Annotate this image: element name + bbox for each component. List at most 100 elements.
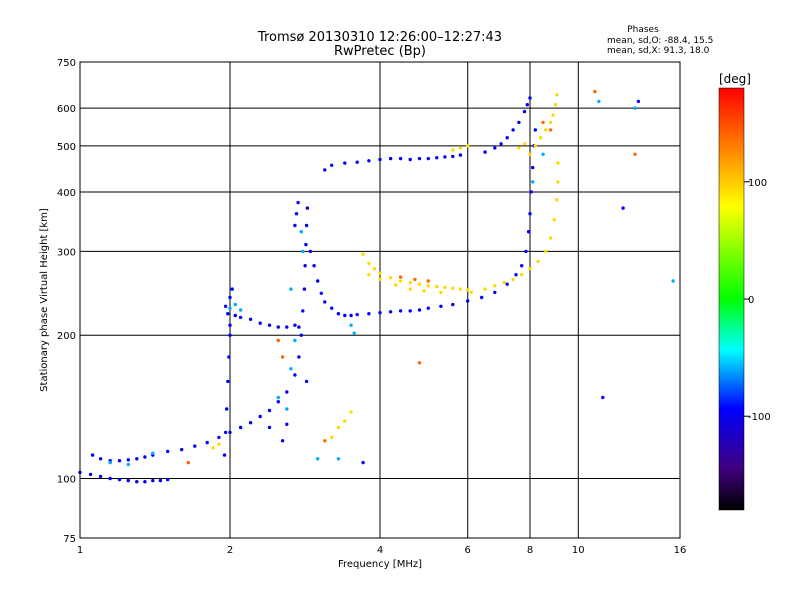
data-point [323,300,327,304]
data-point [367,273,371,277]
data-point [230,287,234,291]
data-point [435,284,439,289]
data-point [451,302,455,307]
data-point [304,223,309,228]
chart-title: Tromsø 20130310 12:26:00–12:27:43 [257,30,502,45]
data-point [143,455,147,459]
data-point [541,120,545,125]
data-point [211,446,215,450]
data-point [553,103,558,107]
data-point [556,180,560,184]
data-point [151,451,155,455]
data-point [126,478,130,483]
data-point [336,312,341,316]
data-point [536,259,540,263]
data-point [166,477,170,482]
data-point [458,153,463,157]
data-point [299,333,303,337]
data-point [466,288,470,292]
colorbar-ticks: 100 0 -100 [744,178,771,423]
data-point [343,419,347,423]
data-point [258,321,262,325]
data-point [451,148,455,152]
x-tick-label: 6 [465,545,471,556]
data-point [493,290,497,295]
data-point [225,407,229,411]
data-point [633,106,637,110]
data-point [443,285,447,290]
data-point [304,242,308,247]
data-point [108,460,112,465]
data-point [408,157,412,162]
data-point [538,136,543,140]
data-point [316,279,320,283]
data-point [98,474,103,479]
data-point [233,313,237,318]
data-point [308,249,313,254]
colorbar-tick-label: 100 [748,178,767,189]
colorbar [718,87,745,511]
data-point [435,156,439,160]
data-point [493,284,497,288]
data-point [517,120,521,125]
data-point [417,361,422,365]
data-point [289,287,293,291]
data-point [367,159,371,163]
data-point [505,282,509,286]
data-point [483,150,487,154]
data-point [233,302,237,307]
data-point [117,477,122,482]
data-point [522,142,527,146]
data-points [78,89,675,484]
data-point [223,304,228,308]
data-point [228,333,232,337]
data-point [378,311,382,315]
data-point [439,304,443,308]
y-tick-label: 400 [57,188,76,199]
data-point [297,355,301,359]
data-point [293,373,297,377]
data-point [135,457,139,461]
data-point [302,287,307,291]
data-point [223,430,228,435]
data-point [126,458,130,462]
data-point [90,453,95,457]
data-point [285,422,289,426]
data-point [285,390,289,394]
data-point [451,286,455,290]
data-point [228,306,232,310]
data-point [143,480,147,484]
data-point [336,457,341,461]
data-point [301,249,305,254]
data-point [426,306,430,310]
grid [80,62,680,538]
data-point [413,277,417,282]
data-point [217,435,221,440]
data-point [349,410,353,414]
data-point [378,277,382,282]
data-point [301,309,305,313]
data-point [552,217,556,222]
data-point [285,407,289,411]
data-point [417,282,422,286]
data-point [426,156,430,161]
data-point [458,287,463,291]
data-point [426,284,430,288]
x-tick-label: 8 [527,545,533,556]
data-point [248,317,253,321]
data-point [502,280,506,285]
data-point [227,355,231,359]
data-point [555,93,559,97]
data-point [493,146,497,150]
x-tick-label: 1 [77,545,83,556]
data-point [349,323,353,327]
data-point [524,249,528,254]
data-point [316,457,320,461]
data-point [439,290,443,295]
data-point [108,476,112,481]
data-point [520,273,524,277]
data-point [355,160,359,164]
data-point [528,267,532,271]
colorbar-title: [deg] [719,72,751,86]
data-point [355,312,359,317]
